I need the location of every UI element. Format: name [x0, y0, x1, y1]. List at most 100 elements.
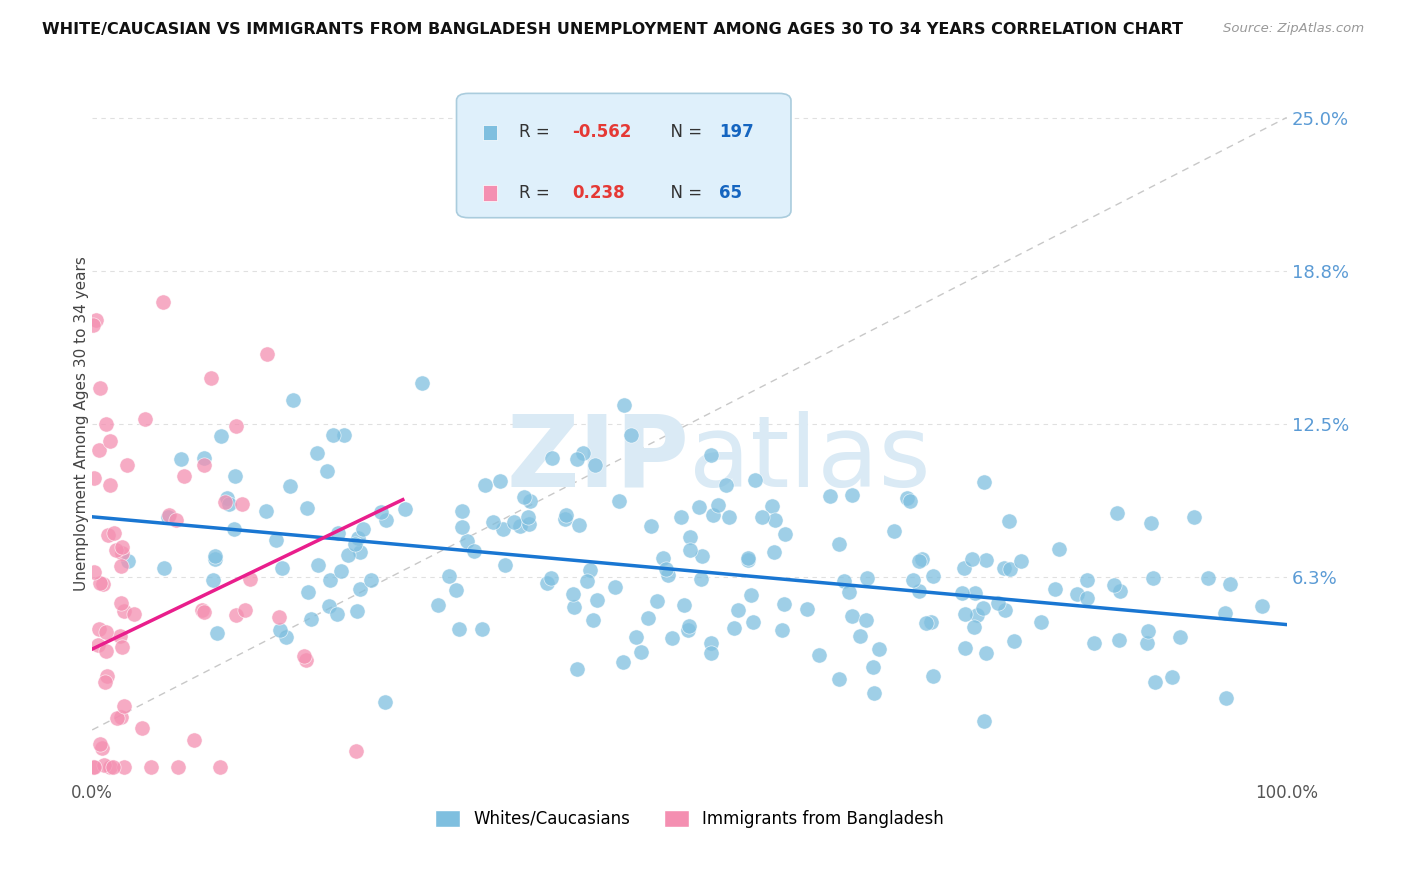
Point: [450, 504, 472, 518]
Text: atlas: atlas: [689, 410, 931, 508]
Point: [763, 513, 786, 527]
Point: [266, 533, 288, 547]
Point: [761, 499, 783, 513]
Point: [903, 573, 925, 587]
Point: [630, 645, 652, 659]
Point: [482, 515, 505, 529]
Point: [112, 604, 135, 618]
Point: [1108, 633, 1130, 648]
Point: [96, 643, 118, 657]
Point: [987, 597, 1010, 611]
Point: [183, 732, 205, 747]
Point: [344, 744, 367, 758]
Point: [319, 573, 342, 587]
Point: [1197, 570, 1219, 584]
Point: [700, 646, 723, 660]
Point: [862, 685, 884, 699]
Point: [1107, 506, 1129, 520]
Point: [93, 675, 115, 690]
FancyBboxPatch shape: [457, 94, 792, 218]
Point: [509, 519, 531, 533]
Point: [762, 545, 785, 559]
Text: 0.238: 0.238: [572, 184, 626, 202]
Point: [1002, 634, 1025, 648]
Point: [474, 477, 496, 491]
Point: [960, 551, 983, 566]
Point: [997, 514, 1019, 528]
Point: [952, 586, 974, 600]
Point: [156, 510, 179, 524]
Point: [828, 537, 851, 551]
Point: [329, 564, 352, 578]
Point: [1102, 578, 1125, 592]
Y-axis label: Unemployment Among Ages 30 to 34 years: Unemployment Among Ages 30 to 34 years: [73, 256, 89, 591]
Point: [447, 622, 470, 636]
Point: [908, 554, 931, 568]
Point: [326, 526, 349, 541]
Point: [96, 669, 118, 683]
Point: [91, 576, 114, 591]
Point: [235, 603, 257, 617]
Text: N =: N =: [659, 123, 707, 142]
Point: [471, 623, 494, 637]
Point: [83, 565, 105, 579]
Point: [115, 458, 138, 472]
Point: [305, 446, 328, 460]
Point: [97, 527, 120, 541]
Point: [962, 620, 984, 634]
Point: [208, 759, 231, 773]
Point: [96, 625, 118, 640]
Point: [678, 619, 700, 633]
Point: [370, 505, 392, 519]
Point: [1215, 690, 1237, 705]
Point: [82, 759, 104, 773]
Point: [679, 543, 702, 558]
Point: [89, 575, 111, 590]
Point: [111, 640, 134, 654]
Point: [567, 452, 589, 467]
Point: [117, 554, 139, 568]
Point: [112, 698, 135, 713]
Point: [1083, 635, 1105, 649]
Point: [267, 609, 290, 624]
Point: [278, 478, 301, 492]
Point: [326, 607, 349, 622]
Point: [193, 450, 215, 465]
Point: [1066, 587, 1088, 601]
Point: [1219, 577, 1241, 591]
Point: [849, 629, 872, 643]
Point: [541, 450, 564, 465]
Point: [1076, 591, 1098, 605]
Point: [1144, 675, 1167, 690]
Point: [295, 653, 318, 667]
Point: [540, 571, 562, 585]
Point: [231, 497, 253, 511]
Point: [503, 515, 526, 529]
Point: [716, 477, 738, 491]
Point: [707, 498, 730, 512]
Point: [1047, 542, 1070, 557]
Point: [352, 522, 374, 536]
Point: [883, 524, 905, 538]
Point: [565, 662, 588, 676]
Point: [84, 313, 107, 327]
Point: [238, 573, 260, 587]
Point: [494, 558, 516, 572]
Point: [915, 615, 938, 630]
Point: [742, 615, 765, 630]
Point: [89, 442, 111, 457]
Point: [723, 621, 745, 635]
Text: WHITE/CAUCASIAN VS IMMIGRANTS FROM BANGLADESH UNEMPLOYMENT AMONG AGES 30 TO 34 Y: WHITE/CAUCASIAN VS IMMIGRANTS FROM BANGL…: [42, 22, 1184, 37]
Point: [690, 573, 713, 587]
Point: [204, 552, 226, 566]
Point: [98, 478, 121, 492]
Point: [165, 513, 187, 527]
Point: [374, 695, 396, 709]
Point: [973, 475, 995, 490]
Point: [89, 622, 111, 636]
Point: [1213, 607, 1236, 621]
Point: [688, 500, 710, 514]
Point: [297, 500, 319, 515]
Point: [603, 580, 626, 594]
Point: [898, 493, 921, 508]
